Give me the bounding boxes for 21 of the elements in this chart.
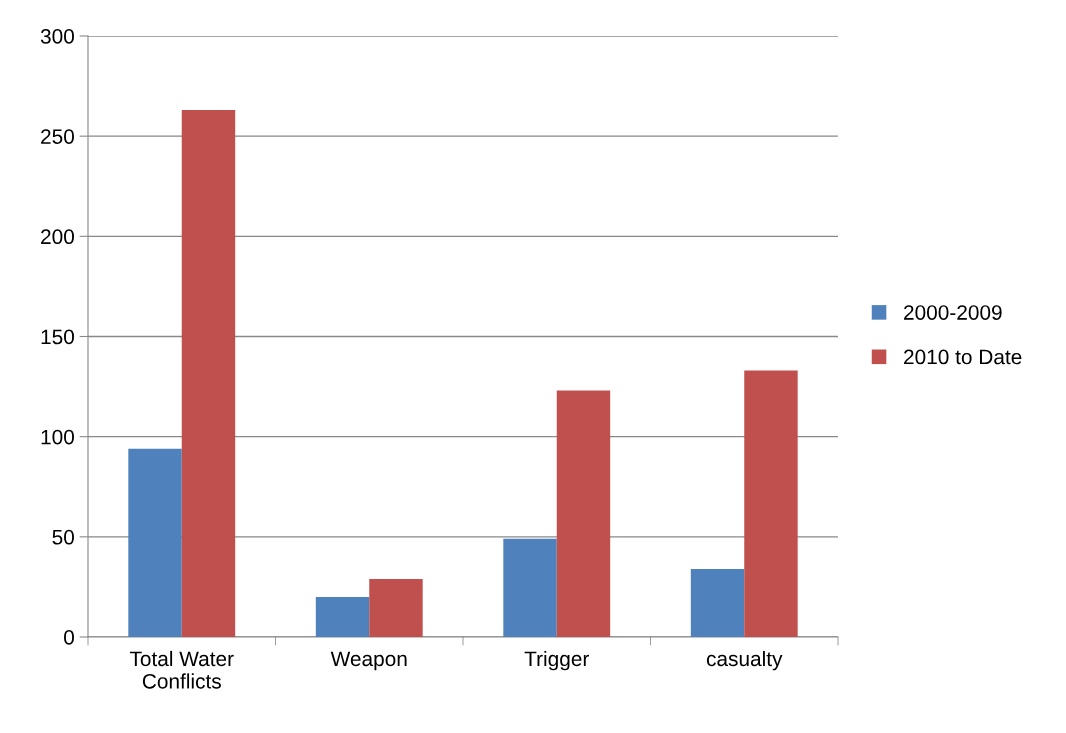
x-tick-label: Weapon [330,651,407,671]
y-tick-label: 100 [41,429,74,445]
legend-label: 2000-2009 [904,305,1002,320]
bar [744,370,798,637]
x-tick-label: Total Water Conflicts [129,650,234,689]
bar [556,390,611,637]
bar [315,596,370,637]
y-tick-label: 300 [40,29,74,44]
bar [503,538,557,637]
y-tick-label: 200 [41,229,74,245]
y-tick-label: 150 [41,329,74,345]
x-tick-label: Trigger [524,650,590,671]
bar [128,448,182,637]
bar [690,568,745,637]
legend-label: 2010 to Date [904,349,1022,365]
y-tick-label: 50 [52,529,74,545]
y-tick-label: 0 [64,630,74,645]
y-tick-label: 250 [41,129,74,144]
bar [181,110,236,637]
x-tick-label: casualty [706,650,783,671]
bar [369,578,423,637]
